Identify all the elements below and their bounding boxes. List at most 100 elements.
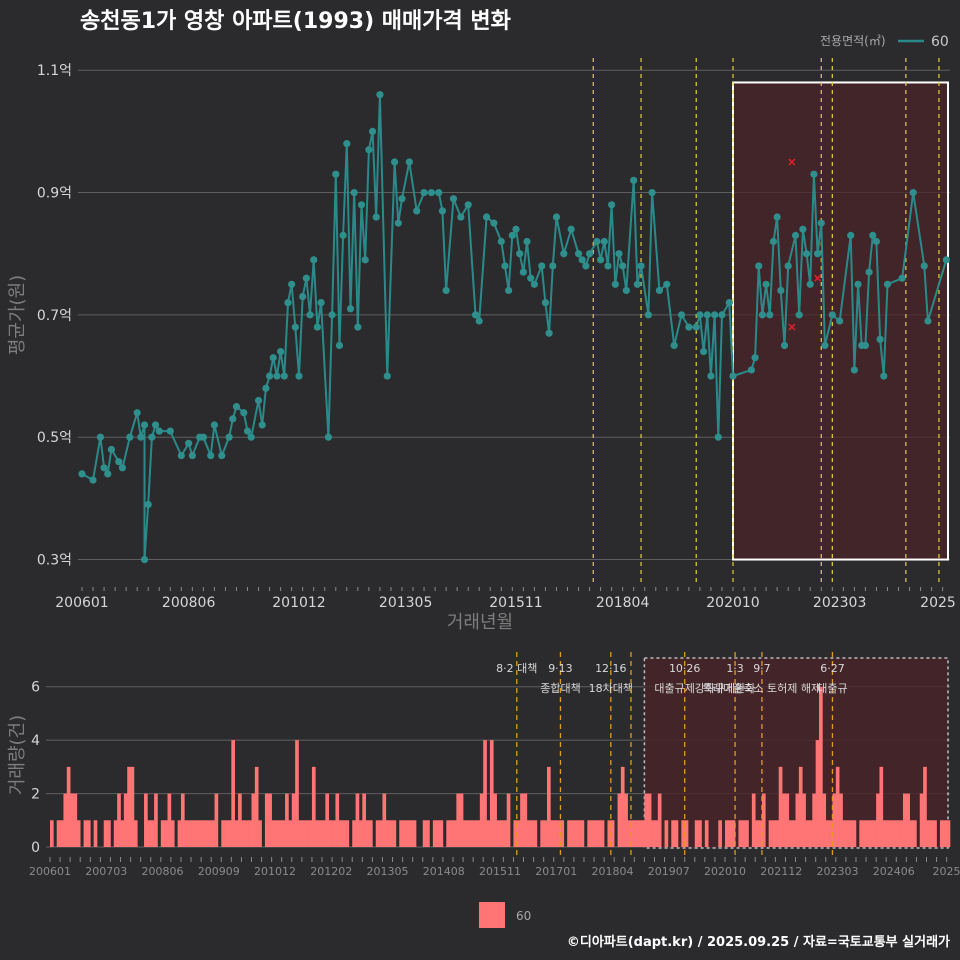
volume-bar [221, 820, 225, 847]
price-point [225, 433, 233, 441]
price-point [346, 305, 355, 313]
volume-bar [362, 793, 366, 847]
volume-legend-label: 60 [516, 909, 531, 923]
volume-bar [778, 766, 783, 847]
volume-bar [657, 793, 662, 847]
price-point [343, 140, 351, 148]
volume-bar [704, 820, 709, 847]
volume-bar [187, 820, 192, 847]
price-point [758, 311, 767, 319]
volume-y-tick-label: 0 [31, 840, 40, 856]
volume-bar [214, 793, 219, 847]
volume-bar [832, 793, 837, 847]
price-point [104, 470, 112, 478]
volume-bar [446, 820, 450, 847]
price-point [232, 403, 241, 411]
price-point [115, 458, 123, 466]
volume-bar [399, 820, 403, 847]
price-point [644, 311, 653, 319]
volume-bar [479, 793, 484, 847]
footer-credit: ©디아파트(dapt.kr) / 2025.09.25 / 자료=국토교통부 실… [567, 934, 950, 950]
volume-bar [620, 766, 625, 847]
volume-bar [264, 793, 269, 847]
volume-bar [177, 820, 182, 847]
policy-label-detail: 특례대출축소 토허제 해제 [703, 681, 821, 695]
volume-bar [540, 820, 544, 847]
price-point [799, 225, 807, 233]
volume-bar [594, 820, 598, 847]
price-point [622, 286, 630, 295]
volume-bar [567, 820, 571, 847]
volume-bar [772, 820, 776, 847]
volume-bar [355, 793, 360, 847]
price-point [530, 280, 538, 288]
volume-bar [113, 820, 118, 847]
volume-bar [557, 820, 561, 847]
price-point [427, 188, 436, 197]
price-point [505, 286, 513, 295]
price-point [619, 262, 627, 270]
volume-x-tick-label: 201012 [254, 865, 296, 878]
volume-bar [123, 793, 128, 847]
volume-bar [526, 820, 531, 847]
volume-bar [285, 793, 289, 847]
volume-bar [103, 820, 108, 847]
price-point [604, 262, 612, 270]
volume-bar [66, 766, 71, 847]
price-point [699, 347, 708, 356]
volume-bar [859, 820, 863, 847]
policy-label: 9·7 [753, 662, 771, 675]
volume-bar [829, 820, 833, 847]
price-point [630, 176, 638, 184]
price-point [100, 464, 108, 472]
volume-bar [845, 820, 850, 847]
price-point [269, 354, 277, 362]
policy-label: 12·16 [595, 662, 627, 675]
volume-bar [426, 820, 430, 847]
price-point [151, 421, 160, 429]
volume-bar [876, 793, 880, 847]
volume-x-tick-label: 202010 [704, 865, 746, 878]
volume-x-tick-label: 202112 [760, 865, 802, 878]
volume-bar [197, 820, 202, 847]
volume-bar [469, 820, 474, 847]
price-y-tick-label: 0.3억 [37, 553, 72, 569]
price-point [762, 280, 770, 288]
volume-bar [275, 820, 279, 847]
volume-bar [224, 820, 229, 847]
price-point [784, 262, 792, 270]
volume-bar [849, 820, 853, 847]
price-point [199, 433, 207, 441]
volume-bar [664, 820, 669, 847]
volume-bar [610, 820, 615, 847]
price-point [670, 341, 678, 350]
volume-bar [86, 820, 91, 847]
price-point [420, 188, 428, 197]
volume-bar [758, 820, 763, 847]
price-x-tick-label: 201012 [272, 595, 325, 611]
volume-bar [301, 820, 306, 847]
volume-bar [872, 820, 877, 847]
outlier-marker [788, 158, 796, 166]
volume-bar [550, 820, 555, 847]
volume-bar [315, 820, 319, 847]
volume-bar [641, 820, 645, 847]
volume-bar [271, 820, 276, 847]
price-point [332, 170, 340, 178]
volume-bar [634, 820, 638, 847]
price-point [637, 262, 645, 270]
volume-bar [251, 793, 256, 847]
volume-bar [227, 820, 232, 847]
volume-bar [452, 820, 457, 847]
volume-bar [761, 793, 766, 847]
price-x-tick-label: 201804 [596, 595, 650, 611]
price-point [836, 317, 844, 325]
price-point [144, 500, 152, 509]
price-point [850, 366, 858, 374]
volume-bar [913, 820, 917, 847]
price-point [306, 311, 314, 319]
price-point [821, 341, 829, 350]
volume-bar [573, 820, 578, 847]
price-point [582, 262, 590, 270]
volume-bar [392, 820, 397, 847]
